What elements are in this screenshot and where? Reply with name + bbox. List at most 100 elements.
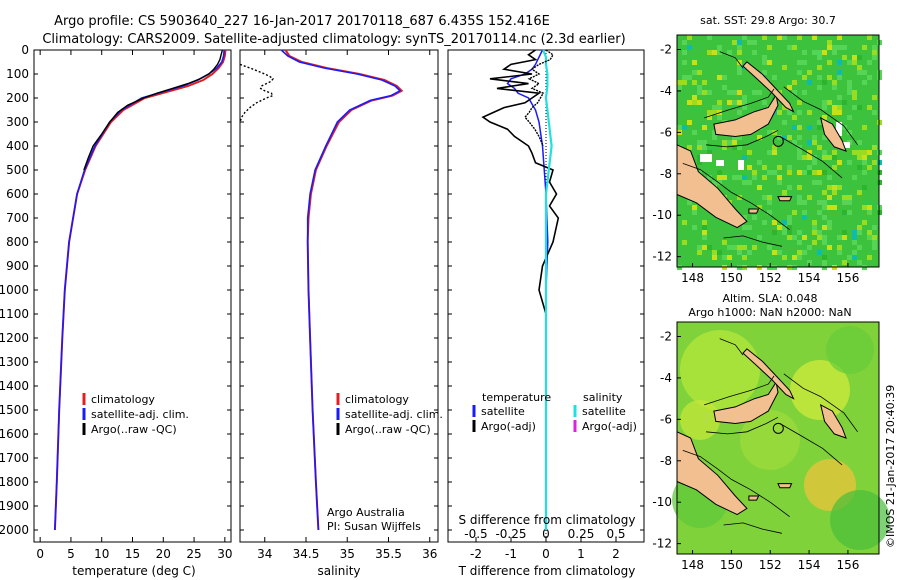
sst-cell — [782, 225, 787, 230]
sst-cell — [692, 70, 697, 75]
sst-cell — [822, 105, 827, 110]
sst-cell — [687, 75, 692, 80]
sst-cell — [682, 220, 687, 225]
x-tick-label-top: -0.25 — [495, 527, 526, 541]
imos-watermark: ©IMOS 21-Jan-2017 20:40:39 — [884, 385, 897, 548]
salinity-legend: climatology satellite-adj. clim. Argo(..… — [327, 393, 443, 533]
sst-cell — [737, 110, 742, 115]
sst-cell — [852, 55, 857, 60]
sst-cell — [832, 110, 837, 115]
sst-cell — [787, 135, 792, 140]
legend-title-salinity: salinity — [583, 391, 623, 404]
sst-cell — [832, 45, 837, 50]
sst-cell — [802, 90, 807, 95]
sst-cell — [777, 165, 782, 170]
sst-cell — [867, 205, 872, 210]
x-tick-label: 10 — [94, 547, 109, 561]
sst-cell — [737, 145, 742, 150]
sst-cell — [852, 255, 857, 260]
sst-cell — [802, 60, 807, 65]
sst-cell — [802, 75, 807, 80]
no-data-patch — [738, 160, 744, 170]
y-tick-label: 400 — [6, 139, 29, 153]
sst-cell — [762, 60, 767, 65]
land-mass — [748, 495, 760, 501]
sst-cell — [862, 205, 867, 210]
sst-cell — [702, 245, 707, 250]
sst-cell — [817, 235, 822, 240]
map-x-tick-label: 154 — [798, 558, 821, 572]
sst-cell — [737, 60, 742, 65]
y-tick-label: 1800 — [0, 475, 29, 489]
y-tick-label: 1000 — [0, 283, 29, 297]
argo-position-marker — [772, 422, 784, 434]
sst-cell — [837, 185, 842, 190]
sst-cell — [792, 90, 797, 95]
y-tick-label: 1700 — [0, 451, 29, 465]
sst-cell — [707, 150, 712, 155]
sst-cell — [732, 245, 737, 250]
x-tick-label-bottom: 1 — [577, 547, 585, 561]
map-x-tick-label: 156 — [836, 271, 859, 285]
sst-cell — [817, 50, 822, 55]
sst-cell — [767, 200, 772, 205]
sst-cell — [697, 85, 702, 90]
sst-cell — [807, 80, 812, 85]
sst-cell — [807, 195, 812, 200]
sst-cell — [747, 225, 752, 230]
y-tick-label: 500 — [6, 163, 29, 177]
sla-map-title-line1: Altim. SLA: 0.048 — [722, 292, 817, 305]
sst-cell — [797, 110, 802, 115]
sst-cell — [762, 100, 767, 105]
sst-cell — [817, 145, 822, 150]
sst-cell — [842, 125, 847, 130]
series-argo-raw-qc- — [83, 49, 224, 171]
sst-cell — [792, 140, 797, 145]
sst-cell — [732, 145, 737, 150]
sst-cell — [867, 235, 872, 240]
sst-cell — [847, 85, 852, 90]
bathymetry-contour — [723, 522, 782, 534]
y-tick-label: 200 — [6, 91, 29, 105]
sst-cell — [752, 245, 757, 250]
sst-cell — [742, 225, 747, 230]
sst-cell — [822, 190, 827, 195]
sst-cell — [722, 145, 727, 150]
sst-cell — [762, 220, 767, 225]
sst-cell — [847, 115, 852, 120]
sst-cell — [787, 165, 792, 170]
sst-cell — [817, 85, 822, 90]
sst-cell — [757, 135, 762, 140]
sst-cell — [777, 35, 782, 40]
sst-cell — [807, 150, 812, 155]
sst-cell — [802, 210, 807, 215]
x-tick-label-top: -0.5 — [464, 527, 487, 541]
sst-cell — [802, 155, 807, 160]
sst-cell — [852, 105, 857, 110]
sst-cell — [697, 70, 702, 75]
sst-cell — [857, 105, 862, 110]
temperature-legend: climatology satellite-adj. clim. Argo(..… — [82, 393, 189, 436]
sst-cell — [802, 250, 807, 255]
sla-blob — [740, 410, 800, 470]
sst-cell — [762, 195, 767, 200]
sst-cell — [827, 100, 832, 105]
x-tick-label: 34 — [257, 547, 272, 561]
sst-cell — [837, 105, 842, 110]
sst-cell — [827, 175, 832, 180]
sst-cell — [862, 45, 867, 50]
map-y-tick-label: -12 — [652, 250, 672, 264]
sst-cell — [777, 175, 782, 180]
bathymetry-contour — [779, 423, 843, 466]
sst-cell — [857, 155, 862, 160]
sst-cell — [727, 90, 732, 95]
map-y-tick-label: -6 — [660, 125, 672, 139]
sst-cell — [787, 215, 792, 220]
map-y-tick-label: -2 — [660, 43, 672, 57]
sst-cell — [702, 235, 707, 240]
sst-cell — [727, 100, 732, 105]
sst-cell — [722, 175, 727, 180]
sst-cell — [787, 85, 792, 90]
sst-cell — [872, 225, 877, 230]
map-y-tick-label: -4 — [660, 84, 672, 98]
